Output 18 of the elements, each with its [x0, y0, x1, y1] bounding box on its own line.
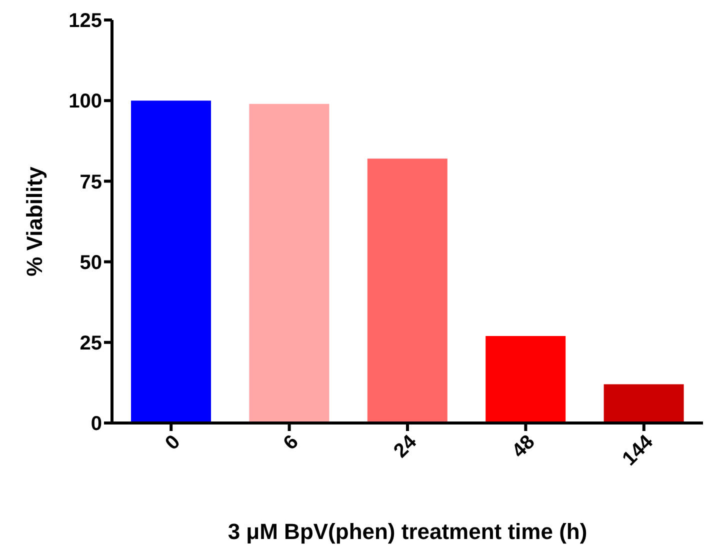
x-tick-label: 24 — [390, 430, 422, 462]
x-tick-label: 144 — [618, 430, 658, 470]
bar — [367, 158, 448, 423]
y-axis-title: % Viability — [22, 166, 47, 276]
x-axis-title: 3 μM BpV(phen) treatment time (h) — [228, 519, 588, 544]
y-tick-label: 50 — [80, 252, 102, 274]
bar — [604, 384, 684, 423]
y-tick-label: 0 — [90, 413, 102, 436]
x-tick-label: 6 — [279, 431, 303, 454]
y-tick-label: 25 — [80, 332, 102, 354]
bar — [131, 100, 211, 423]
y-tick-label: 100 — [68, 90, 102, 113]
x-tick-label: 48 — [508, 431, 540, 462]
x-tick-label: 0 — [161, 431, 185, 454]
y-tick-label: 125 — [68, 10, 102, 32]
bar — [249, 104, 330, 423]
y-tick-label: 75 — [80, 171, 102, 194]
bar — [486, 336, 566, 423]
